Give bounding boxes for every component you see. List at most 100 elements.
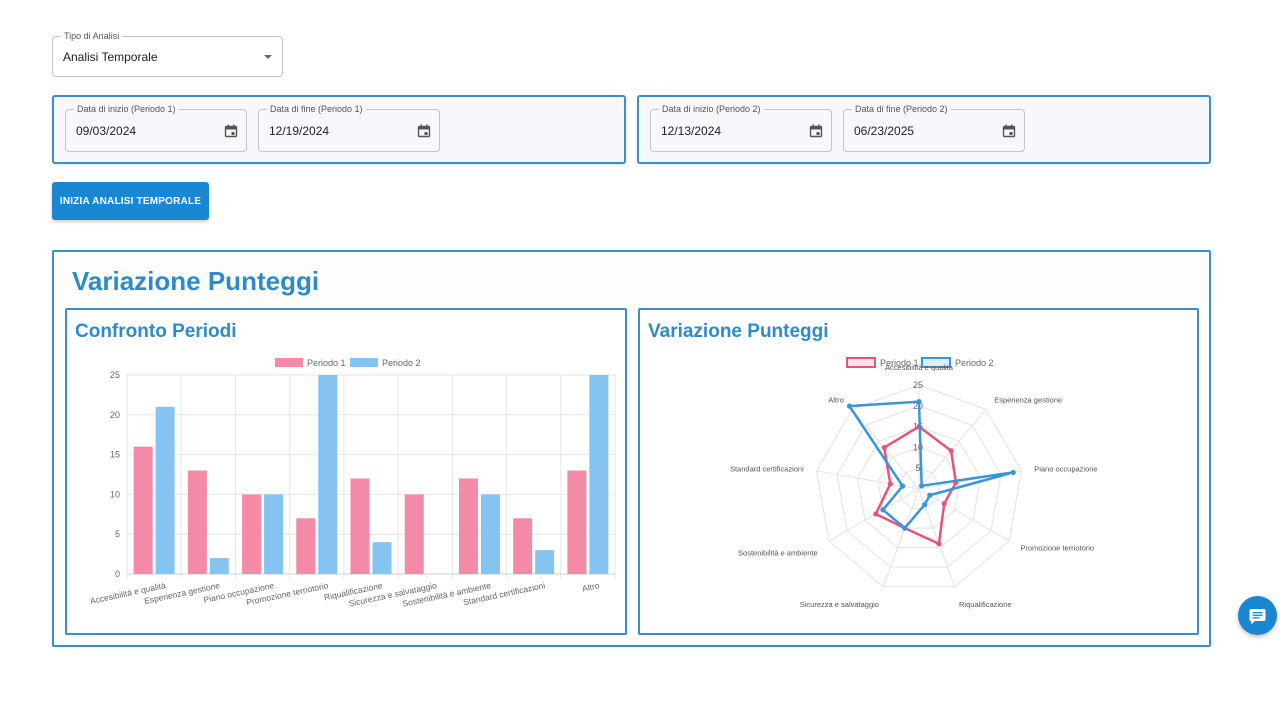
legend-label: Periodo 1 — [307, 358, 346, 368]
section-title: Variazione Punteggi — [72, 266, 320, 296]
x-tick-label: Altro — [581, 580, 600, 593]
bar-1 — [296, 518, 316, 574]
period-2-start-value: 12/13/2024 — [661, 123, 722, 138]
bar-2 — [155, 406, 175, 574]
analysis-type-value: Analisi Temporale — [63, 49, 158, 64]
radar-series-1 — [874, 425, 958, 545]
y-tick-label: 20 — [110, 410, 120, 420]
bar-chart-title: Confronto Periodi — [75, 321, 237, 342]
legend-swatch — [921, 357, 951, 368]
radar-gridline — [816, 384, 1022, 588]
radar-point — [900, 483, 906, 489]
period-1-start-value: 09/03/2024 — [76, 123, 137, 138]
legend-label: Periodo 2 — [382, 358, 421, 368]
bar-1 — [404, 494, 424, 574]
radar-gridline — [897, 467, 941, 510]
bar-1 — [567, 470, 587, 574]
bar-chart-card: Confronto Periodi Periodo 1 Periodo 2 0 5 10… — [65, 308, 627, 635]
category-label: Standard certificazioni — [730, 465, 804, 474]
period-1-end-value: 12/19/2024 — [269, 123, 330, 138]
bar-1 — [242, 494, 262, 574]
category-label: Altro — [828, 395, 843, 404]
r-tick-label: 25 — [913, 380, 923, 390]
analysis-type-label: Tipo di Analisi — [61, 30, 123, 42]
chat-button[interactable] — [1238, 596, 1277, 635]
radar-point — [941, 500, 947, 507]
category-label: Sostenibilità e ambiente — [738, 549, 818, 558]
period-1-start-date-field[interactable]: Data di inizio (Periodo 1) 09/03/2024 — [65, 103, 247, 152]
radar-point — [846, 403, 853, 409]
radar-point — [902, 525, 908, 531]
y-tick-label: 25 — [110, 370, 120, 380]
bar-1 — [187, 470, 207, 574]
chevron-down-icon — [264, 54, 272, 59]
radar-chart-title: Variazione Punteggi — [648, 321, 829, 342]
results-panel: Variazione Punteggi Confronto Periodi Pe… — [52, 250, 1211, 647]
period-2-panel: Data di inizio (Periodo 2) 12/13/2024 Da… — [637, 95, 1211, 164]
y-tick-label: 10 — [110, 489, 120, 499]
radar-chart-card: Variazione Punteggi Periodo 1 Periodo 2 5 1… — [638, 308, 1199, 635]
y-tick-label: 15 — [110, 450, 120, 460]
radar-point — [919, 483, 925, 489]
analysis-type-select[interactable]: Tipo di Analisi Analisi Temporale — [52, 30, 283, 77]
bar-2 — [318, 375, 338, 574]
radar-gridline — [857, 426, 981, 549]
r-tick-label: 5 — [915, 463, 920, 473]
category-label: Riqualificazione — [959, 600, 1012, 609]
radar-point — [948, 448, 954, 454]
radar-point — [880, 507, 886, 513]
period-2-end-date-field[interactable]: Data di fine (Periodo 2) 06/23/2025 — [843, 103, 1025, 152]
category-label: Sicurezza e salvataggio — [800, 600, 879, 609]
radar-point — [1010, 469, 1016, 475]
bar-2 — [209, 558, 229, 574]
category-label: Esperienza gestione — [994, 395, 1062, 404]
legend-label: Periodo 1 — [880, 358, 919, 368]
category-label: Piano occupazione — [1034, 465, 1097, 474]
start-analysis-button[interactable]: INIZIA ANALISI TEMPORALE — [52, 182, 209, 220]
period-1-end-date-field[interactable]: Data di fine (Periodo 1) 12/19/2024 — [258, 103, 440, 152]
period-1-start-label: Data di inizio (Periodo 1) — [74, 103, 179, 115]
radar-point — [927, 492, 933, 498]
bar-2 — [480, 494, 500, 574]
period-2-end-value: 06/23/2025 — [854, 123, 915, 138]
calendar-icon[interactable] — [417, 124, 431, 138]
radar-spoke — [882, 488, 920, 587]
period-2-start-label: Data di inizio (Periodo 2) — [659, 103, 764, 115]
calendar-icon[interactable] — [809, 124, 823, 138]
bar-1 — [513, 518, 533, 574]
radar-point — [916, 399, 922, 405]
radar-series-2 — [848, 400, 1015, 530]
period-1-panel: Data di inizio (Periodo 1) 09/03/2024 Da… — [52, 95, 626, 164]
category-label: Accesibilità e qualità — [885, 363, 954, 372]
calendar-icon[interactable] — [224, 124, 238, 138]
radar-point — [881, 444, 887, 451]
legend-swatch — [846, 357, 876, 368]
radar-point — [873, 511, 879, 517]
radar-point — [922, 502, 928, 508]
y-tick-label: 5 — [115, 529, 120, 539]
calendar-icon[interactable] — [1002, 124, 1016, 138]
legend-swatch — [350, 358, 378, 367]
chat-icon — [1249, 609, 1266, 625]
bar-chart: Periodo 1 Periodo 20510152025Accesibilità… — [89, 358, 616, 609]
period-2-end-label: Data di fine (Periodo 2) — [852, 103, 951, 115]
period-2-start-date-field[interactable]: Data di inizio (Periodo 2) 12/13/2024 — [650, 103, 832, 152]
radar-gridline — [836, 405, 1002, 568]
radar-point — [887, 481, 893, 487]
legend-swatch — [275, 358, 303, 367]
category-label: Promozione terriotorio — [1020, 544, 1094, 553]
radar-point — [936, 541, 942, 547]
bar-2 — [264, 494, 284, 574]
bar-1 — [458, 478, 478, 574]
y-tick-label: 0 — [115, 569, 120, 579]
bar-2 — [589, 375, 609, 574]
radar-spoke — [918, 488, 1010, 542]
period-1-end-label: Data di fine (Periodo 1) — [267, 103, 366, 115]
bar-1 — [133, 446, 153, 574]
bar-2 — [535, 550, 555, 574]
bar-1 — [350, 478, 370, 574]
bar-2 — [372, 542, 392, 574]
r-tick-label: 10 — [913, 442, 923, 452]
legend-label: Periodo 2 — [955, 358, 994, 368]
